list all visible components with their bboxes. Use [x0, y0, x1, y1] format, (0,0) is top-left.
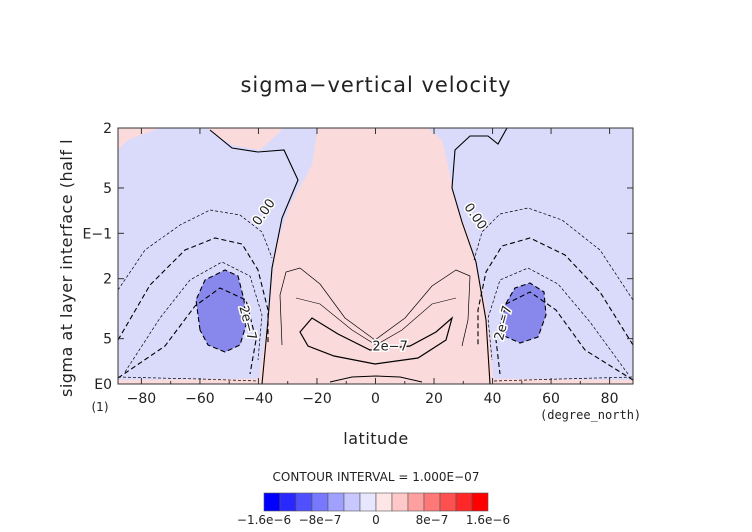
y-tick-label: 5: [103, 332, 112, 348]
x-tick-label: 40: [484, 391, 502, 407]
colorbar-swatch: [391, 492, 409, 512]
y-tick-label: 2: [103, 272, 112, 288]
x-tick-label: 20: [425, 391, 443, 407]
contour-neg-3e-7-south: [124, 261, 263, 373]
contour-neg-2e-7-north: [477, 237, 633, 346]
colorbar-swatch: [327, 492, 345, 512]
contour-neg-4e-7-south: [118, 287, 257, 379]
colorbar-swatch: [471, 492, 489, 512]
contour-2e-7-tropics: [299, 316, 454, 365]
contour-zero-south: [209, 129, 299, 384]
y-tick-label: E0: [94, 377, 112, 393]
colorbar-swatch: [375, 492, 393, 512]
x-tick-label: −60: [185, 391, 215, 407]
x-tick-label: 80: [601, 391, 619, 407]
colorbar-tick-label: 1.6e−6: [466, 513, 510, 527]
positive-region-tropics: [258, 128, 494, 384]
colorbar-swatch: [359, 492, 377, 512]
x-tick-label: 60: [542, 391, 560, 407]
y-tick-label: E−1: [83, 226, 112, 242]
contour-interval-text: CONTOUR INTERVAL = 1.000E−07: [273, 470, 480, 484]
x-tick-label: −20: [302, 391, 332, 407]
colorbar-swatch: [455, 492, 473, 512]
colorbar-tick-label: 8e−7: [416, 513, 449, 527]
x-tick-label: 0: [371, 391, 380, 407]
contour-inner-tropics-thin: [295, 297, 457, 346]
x-tick-label: −80: [127, 391, 157, 407]
colorbar-swatch: [439, 492, 457, 512]
colorbar-swatch: [407, 492, 425, 512]
contour-surface-north: [493, 376, 633, 382]
colorbar-labels: −1.6e−6 −8e−7 0 8e−7 1.6e−6: [237, 513, 510, 527]
colorbar-swatch: [263, 492, 281, 512]
colorbar-swatch: [343, 492, 361, 512]
y-exponent-note: (1): [92, 400, 109, 414]
contour-neg-core-north-line: [501, 282, 547, 344]
y-tick-label: 2: [103, 121, 112, 137]
plot-area: [118, 128, 633, 384]
contour-neg-core-south-line: [195, 269, 247, 353]
colorbar-swatch: [279, 492, 297, 512]
colorbar-swatch: [423, 492, 441, 512]
colorbar-tick-label: −1.6e−6: [237, 513, 291, 527]
y-tick-label: 5: [103, 181, 112, 197]
x-axis-label: latitude: [343, 429, 408, 448]
contour-neg-4e-7-north: [495, 291, 633, 381]
negative-core-south: [196, 270, 246, 352]
chart-title: sigma−vertical velocity: [240, 73, 511, 97]
colorbar: [263, 492, 489, 512]
contour-1e-7-tropics: [279, 267, 471, 347]
negative-core-north: [502, 283, 546, 343]
x-tick-label: −40: [244, 391, 274, 407]
colorbar-tick-label: −8e−7: [299, 513, 342, 527]
y-axis-label: sigma at layer interface (half l: [57, 139, 76, 397]
positive-region-south-top: [118, 128, 160, 150]
contour-lines: [118, 128, 633, 384]
contour-label: 2e−7: [372, 340, 407, 355]
contour-surface-tropics: [329, 375, 423, 383]
colorbar-swatch: [311, 492, 329, 512]
colorbar-swatch: [295, 492, 313, 512]
x-units-label: (degree_north): [540, 408, 641, 422]
colorbar-tick-label: 0: [372, 513, 380, 527]
positive-region-south-cap: [208, 128, 282, 150]
x-axis: −80 −60 −40 −20 0 20 40 60 80: [127, 128, 619, 407]
contour-zero-north: [451, 128, 508, 384]
y-axis: 2 5 E−1 2 5 E0: [83, 121, 633, 393]
